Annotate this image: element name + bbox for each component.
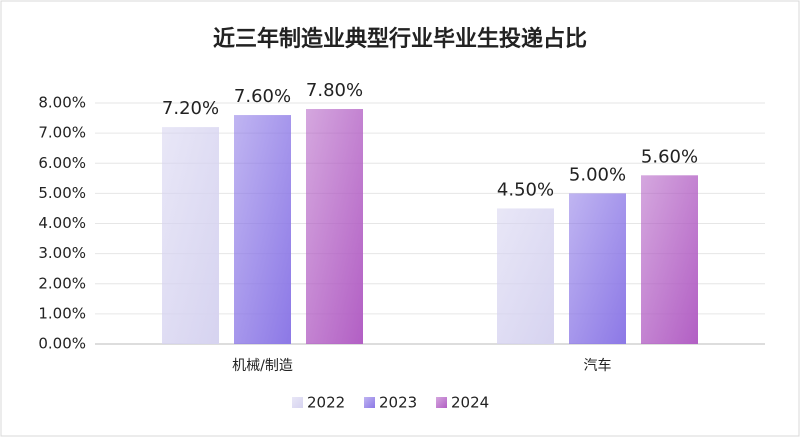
bar (234, 115, 291, 344)
bar (641, 175, 698, 344)
x-tick-label: 汽车 (584, 357, 612, 374)
y-tick-label: 4.00% (38, 214, 86, 232)
y-tick-label: 0.00% (38, 335, 86, 353)
y-tick-label: 2.00% (38, 274, 86, 292)
legend-label: 2023 (379, 394, 417, 412)
legend-label: 2024 (451, 394, 489, 412)
legend-swatch (364, 397, 375, 408)
bar (569, 193, 626, 344)
legend-label: 2022 (307, 394, 345, 412)
value-label: 4.50% (497, 179, 554, 200)
y-tick-label: 6.00% (38, 154, 86, 172)
y-tick-label: 7.00% (38, 124, 86, 142)
legend-swatch (436, 397, 447, 408)
value-label: 7.80% (306, 80, 363, 101)
legend-swatch (292, 397, 303, 408)
bar (162, 127, 219, 344)
y-tick-label: 5.00% (38, 184, 86, 202)
value-label: 5.60% (641, 146, 698, 167)
x-tick-label: 机械/制造 (232, 358, 293, 374)
chart-title: 近三年制造业典型行业毕业生投递占比 (213, 26, 587, 52)
value-label: 7.20% (162, 98, 219, 119)
y-tick-label: 3.00% (38, 244, 86, 262)
bar (306, 109, 363, 345)
value-label: 5.00% (569, 164, 626, 185)
y-tick-label: 1.00% (38, 304, 86, 322)
y-tick-label: 8.00% (38, 94, 86, 112)
value-label: 7.60% (234, 86, 291, 107)
bar (497, 208, 554, 344)
